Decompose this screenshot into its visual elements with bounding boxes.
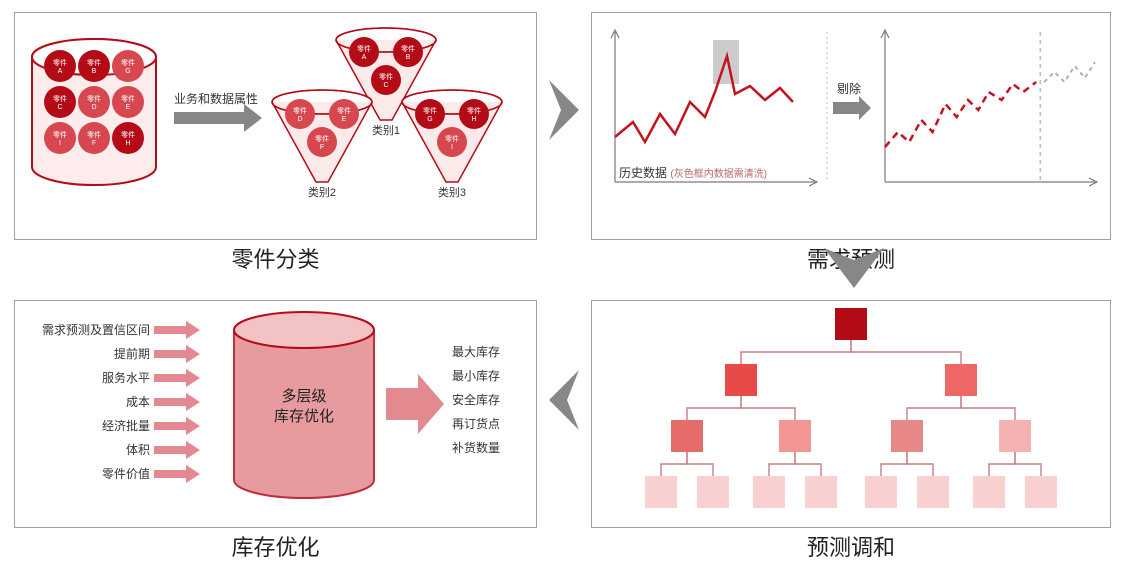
bl-output-item: 最大库存 xyxy=(452,340,500,364)
svg-text:类别1: 类别1 xyxy=(372,123,400,137)
bl-output-item: 补货数量 xyxy=(452,436,500,460)
svg-text:类别2: 类别2 xyxy=(308,185,336,199)
tr-xlabel-main: 历史数据 xyxy=(619,166,667,180)
title-br: 预测调和 xyxy=(807,530,895,562)
bl-output-item: 安全库存 xyxy=(452,388,500,412)
tr-center-label: 剔除 xyxy=(837,80,861,97)
bl-cyl-line1: 多层级 xyxy=(254,387,354,407)
bl-outputs-list: 最大库存最小库存安全库存再订货点补货数量 xyxy=(452,340,500,460)
title-tr: 需求预测 xyxy=(807,242,895,274)
tr-chart xyxy=(591,12,1111,240)
tl-arrow-label: 业务和数据属性 xyxy=(174,90,258,107)
svg-text:类别3: 类别3 xyxy=(438,185,466,199)
tl-diagram: 零件A零件B零件G零件C零件D零件E零件I零件F零件H零件A零件B零件C类别1零… xyxy=(14,12,537,240)
bl-output-item: 再订货点 xyxy=(452,412,500,436)
bl-cyl-line2: 库存优化 xyxy=(254,407,354,427)
bl-output-item: 最小库存 xyxy=(452,364,500,388)
title-bl: 库存优化 xyxy=(231,530,319,562)
title-tl: 零件分类 xyxy=(231,242,319,274)
bl-cylinder-label: 多层级 库存优化 xyxy=(254,387,354,426)
tr-x-axis-label: 历史数据 (灰色框内数据需清洗) xyxy=(619,164,767,181)
br-tree xyxy=(591,300,1111,528)
tr-xlabel-sub: (灰色框内数据需清洗) xyxy=(670,169,767,180)
